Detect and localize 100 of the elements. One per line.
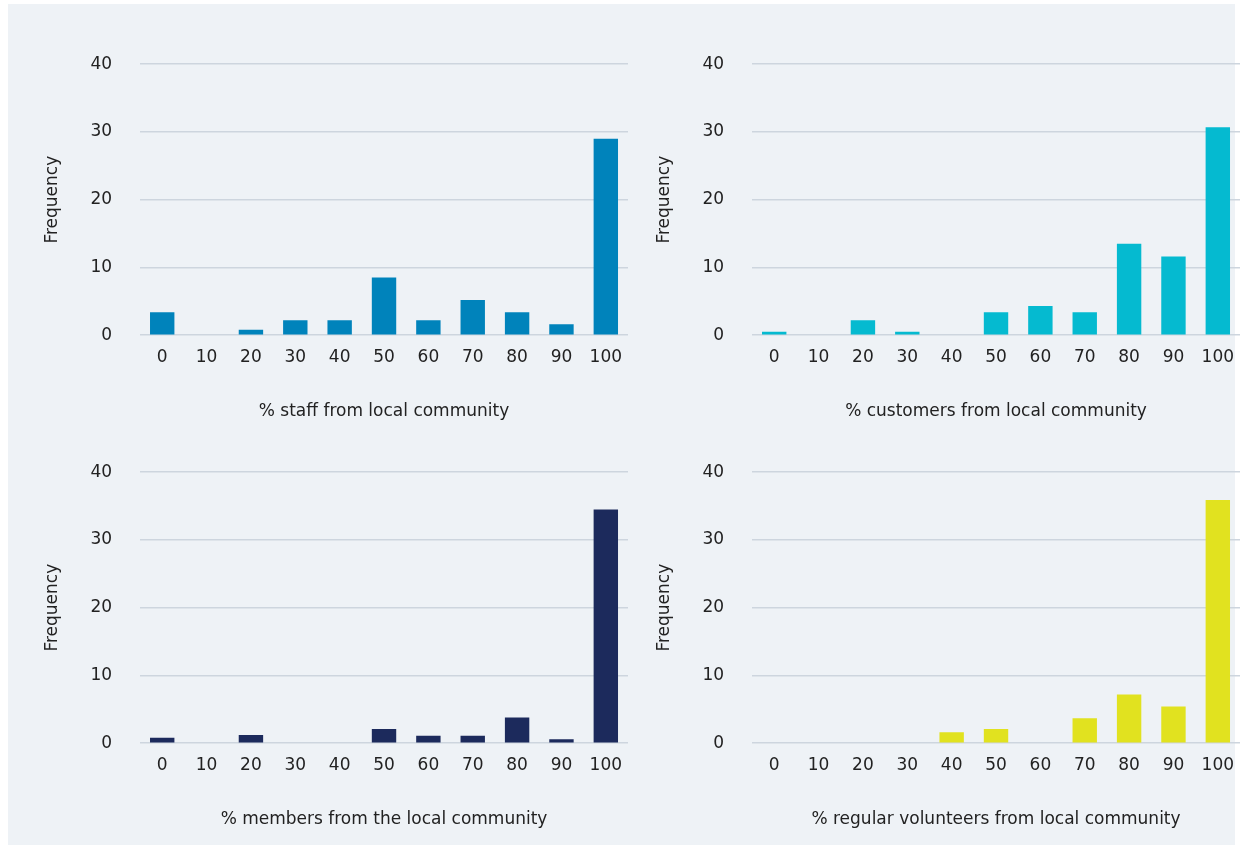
x-tick-label: 10 — [195, 753, 218, 774]
y-tick-label: 0 — [101, 323, 113, 344]
x-tick-label: 0 — [768, 753, 780, 774]
x-tick-label: 0 — [156, 345, 168, 366]
x-tick-label: 20 — [852, 753, 874, 774]
x-tick-label: 80 — [1118, 345, 1140, 366]
x-tick-label: 100 — [1201, 345, 1235, 366]
y-axis-title: Frequency — [652, 563, 673, 652]
x-tick-label: 10 — [807, 345, 830, 366]
bar — [549, 324, 574, 335]
bar — [150, 312, 175, 335]
x-tick-label: 90 — [550, 345, 573, 366]
x-tick-label: 40 — [940, 345, 963, 366]
y-tick-label: 20 — [90, 596, 113, 617]
y-tick-label: 10 — [702, 255, 725, 276]
bar — [983, 728, 1009, 743]
y-tick-label: 30 — [702, 528, 725, 549]
x-tick-label: 40 — [328, 345, 351, 366]
x-tick-label: 20 — [852, 345, 874, 366]
bar — [983, 312, 1009, 335]
x-tick-label: 10 — [807, 753, 830, 774]
x-tick-label: 80 — [1118, 753, 1140, 774]
x-tick-label: 70 — [1073, 753, 1096, 774]
bar — [504, 717, 530, 743]
y-tick-label: 40 — [702, 52, 725, 73]
x-tick-label: 70 — [1073, 345, 1096, 366]
y-tick-label: 30 — [90, 120, 113, 141]
y-tick-label: 20 — [702, 188, 725, 209]
bar — [416, 320, 441, 335]
x-axis-title: % members from the local community — [220, 808, 548, 829]
bar — [1205, 127, 1231, 335]
x-tick-label: 50 — [985, 753, 1007, 774]
bar — [593, 138, 619, 335]
bar — [1205, 499, 1231, 743]
y-tick-label: 40 — [90, 460, 113, 481]
x-tick-label: 100 — [589, 345, 623, 366]
y-tick-label: 40 — [702, 460, 725, 481]
x-tick-label: 70 — [461, 345, 484, 366]
y-tick-label: 10 — [702, 663, 725, 684]
x-tick-label: 0 — [156, 753, 168, 774]
x-tick-label: 60 — [1029, 753, 1052, 774]
bar — [371, 728, 397, 743]
x-tick-label: 50 — [373, 345, 395, 366]
y-tick-label: 10 — [90, 663, 113, 684]
x-axis-title: % customers from local community — [845, 400, 1147, 421]
bar — [1116, 243, 1142, 335]
x-tick-label: 30 — [284, 753, 307, 774]
x-tick-label: 10 — [195, 345, 218, 366]
bar — [549, 739, 574, 743]
bar — [283, 320, 308, 335]
x-tick-label: 90 — [1162, 345, 1185, 366]
x-axis-title: % regular volunteers from local community — [811, 808, 1181, 829]
x-tick-label: 100 — [589, 753, 623, 774]
x-tick-label: 60 — [417, 345, 440, 366]
bar — [1072, 312, 1097, 335]
x-tick-label: 80 — [506, 345, 528, 366]
x-tick-label: 60 — [1029, 345, 1052, 366]
x-tick-label: 60 — [417, 753, 440, 774]
x-tick-label: 50 — [373, 753, 395, 774]
bar — [1072, 718, 1097, 743]
x-tick-label: 70 — [461, 753, 484, 774]
y-tick-label: 30 — [90, 528, 113, 549]
bar — [1028, 306, 1053, 335]
bar — [1161, 706, 1186, 743]
y-tick-label: 20 — [702, 596, 725, 617]
x-tick-label: 0 — [768, 345, 780, 366]
x-tick-label: 80 — [506, 753, 528, 774]
y-axis-title: Frequency — [40, 155, 61, 244]
bar — [939, 732, 964, 743]
x-tick-label: 30 — [896, 345, 919, 366]
x-tick-label: 30 — [284, 345, 307, 366]
y-tick-label: 40 — [90, 52, 113, 73]
bar — [416, 735, 441, 743]
bar — [1116, 694, 1142, 743]
x-tick-label: 20 — [240, 753, 262, 774]
x-tick-label: 40 — [328, 753, 351, 774]
bar — [460, 299, 485, 335]
y-tick-label: 30 — [702, 120, 725, 141]
bar — [238, 735, 264, 743]
x-tick-label: 90 — [1162, 753, 1185, 774]
bar — [327, 320, 352, 335]
bar — [850, 320, 876, 335]
y-axis-title: Frequency — [652, 155, 673, 244]
x-tick-label: 40 — [940, 753, 963, 774]
y-tick-label: 0 — [713, 731, 725, 752]
y-tick-label: 0 — [101, 731, 113, 752]
y-tick-label: 20 — [90, 188, 113, 209]
y-axis-title: Frequency — [40, 563, 61, 652]
x-tick-label: 30 — [896, 753, 919, 774]
y-tick-label: 10 — [90, 255, 113, 276]
bar — [504, 312, 530, 335]
y-tick-label: 0 — [713, 323, 725, 344]
x-tick-label: 50 — [985, 345, 1007, 366]
x-tick-label: 90 — [550, 753, 573, 774]
bar — [593, 509, 619, 743]
x-tick-label: 100 — [1201, 753, 1235, 774]
x-tick-label: 20 — [240, 345, 262, 366]
bar — [371, 277, 397, 335]
bar — [1161, 256, 1186, 335]
x-axis-title: % staff from local community — [258, 400, 510, 421]
